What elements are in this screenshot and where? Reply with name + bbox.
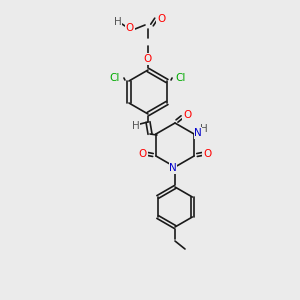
- Text: N: N: [194, 128, 202, 138]
- Text: O: O: [157, 14, 165, 24]
- Text: H: H: [132, 121, 140, 131]
- Text: Cl: Cl: [176, 73, 186, 83]
- Text: O: O: [203, 149, 211, 159]
- Text: O: O: [139, 149, 147, 159]
- Text: Cl: Cl: [110, 73, 120, 83]
- Text: O: O: [144, 54, 152, 64]
- Text: N: N: [169, 163, 177, 173]
- Text: O: O: [183, 110, 191, 120]
- Text: H: H: [114, 17, 122, 27]
- Text: H: H: [200, 124, 208, 134]
- Text: O: O: [126, 23, 134, 33]
